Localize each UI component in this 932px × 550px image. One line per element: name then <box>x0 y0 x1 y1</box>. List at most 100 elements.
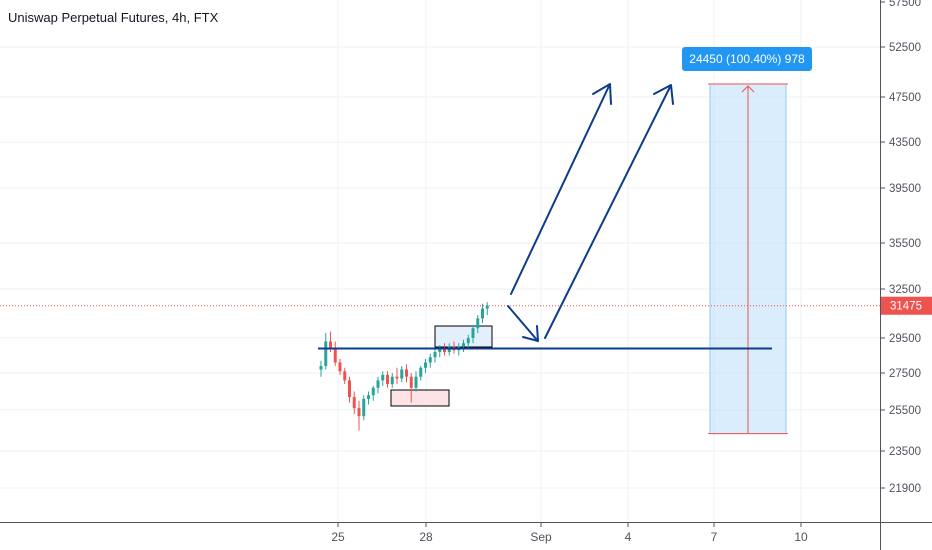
candle <box>400 366 404 383</box>
measure-label-bg <box>682 47 812 71</box>
candle-body <box>485 305 489 309</box>
last-price-bg <box>881 296 932 315</box>
candle <box>419 366 423 381</box>
candle <box>476 315 480 334</box>
y-tick-label: 39500 <box>889 183 921 195</box>
pullback-arrow-head <box>522 325 539 342</box>
candle <box>424 359 427 373</box>
last-price-tag: 31475 <box>881 296 932 315</box>
candle-body <box>419 367 423 377</box>
candle <box>386 371 389 388</box>
candle <box>367 391 370 405</box>
candle-body <box>428 357 432 363</box>
up-arrow-2 <box>544 86 671 339</box>
y-tick-label: 47500 <box>889 92 921 104</box>
candle-body <box>319 366 323 370</box>
y-axis: 52500 47500 43500 39500 35500 32500 29500 27500… <box>880 0 921 495</box>
measure-label: 24450 (100.40%) 978 <box>689 52 805 66</box>
candle <box>348 376 351 403</box>
candle-body <box>333 348 337 363</box>
y-tick-label: 29500 <box>889 333 921 345</box>
candle-body <box>476 318 480 329</box>
y-tick-label: 35500 <box>889 238 921 250</box>
candle-body <box>371 387 375 396</box>
candle-body <box>362 398 366 417</box>
candle-body <box>438 348 442 352</box>
candle <box>324 333 328 370</box>
candle-body <box>481 308 484 319</box>
x-tick-label: 25 <box>331 530 345 544</box>
x-tick-label: 28 <box>419 530 433 544</box>
x-tick-label: 7 <box>711 530 718 544</box>
candle <box>395 367 399 385</box>
candle <box>471 324 475 344</box>
projection-arrows <box>507 83 674 342</box>
candle-body <box>338 362 342 372</box>
candle <box>414 371 418 392</box>
candle-body <box>390 376 394 385</box>
up-arrow-1 <box>510 85 610 295</box>
candle-body <box>405 369 408 377</box>
candle-body <box>424 362 427 368</box>
y-tick-label-clipped: 57500 <box>889 0 921 9</box>
candle-body <box>367 395 370 399</box>
candle <box>428 353 432 368</box>
candles <box>319 302 489 431</box>
y-tick-label: 25500 <box>889 405 921 417</box>
measure-label-tag: 24450 (100.40%) 978 <box>682 47 812 71</box>
y-tick-label: 21900 <box>889 483 921 495</box>
candle <box>438 345 442 358</box>
candle-body <box>381 374 385 381</box>
candle-body <box>352 397 356 409</box>
x-axis: 25 28 Sep 4 7 10 <box>331 522 808 544</box>
candle-body <box>409 376 413 388</box>
candle-body <box>471 328 475 338</box>
pullback-arrow <box>507 305 538 341</box>
candle <box>390 373 394 388</box>
up-arrow-1-head <box>592 83 612 105</box>
candle <box>319 360 323 377</box>
grid-lines <box>0 0 880 522</box>
candle <box>333 341 337 366</box>
y-tick-label: 52500 <box>889 42 921 54</box>
measure-arrow-head <box>741 85 755 93</box>
candle-body <box>414 376 418 388</box>
candle <box>376 376 380 394</box>
candle <box>362 395 366 421</box>
candle-body <box>433 352 437 358</box>
candle-body <box>395 376 399 379</box>
candle-body <box>376 380 380 388</box>
candle <box>409 373 413 403</box>
up-arrow-2-head <box>653 84 674 105</box>
y-tick-label: 43500 <box>889 137 921 149</box>
y-tick-label: 32500 <box>889 284 921 296</box>
x-tick-label: Sep <box>530 530 552 544</box>
candle <box>462 339 465 352</box>
y-tick-label: 23500 <box>889 446 921 458</box>
candle-body <box>324 341 328 366</box>
candle <box>343 367 347 385</box>
candle-body <box>329 341 332 349</box>
candle-body <box>357 408 361 417</box>
x-tick-label: 4 <box>625 530 632 544</box>
chart-title: Uniswap Perpetual Futures, 4h, FTX <box>8 10 219 25</box>
candle <box>352 391 356 415</box>
candle <box>433 348 437 363</box>
demand-zone-box <box>390 389 450 407</box>
candle <box>485 302 489 316</box>
candle-body <box>400 369 404 379</box>
candle <box>481 303 484 324</box>
candle <box>357 400 361 431</box>
candle-body <box>386 374 389 385</box>
candle <box>381 371 385 386</box>
last-price-label: 31475 <box>890 301 922 313</box>
candle-body <box>343 371 347 381</box>
candle-body <box>348 380 351 398</box>
candle <box>338 359 342 375</box>
candle <box>371 385 375 401</box>
candle-body <box>443 348 446 352</box>
candle-body <box>462 343 465 347</box>
x-tick-label: 10 <box>794 530 808 544</box>
